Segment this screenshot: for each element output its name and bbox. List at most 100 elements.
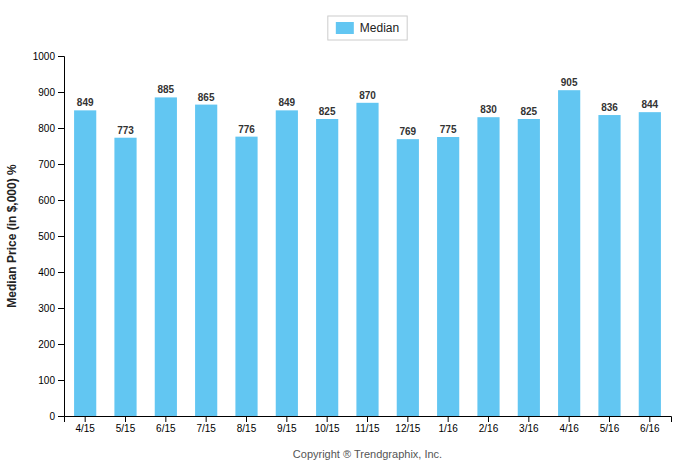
bar — [437, 137, 459, 416]
bar — [74, 110, 96, 416]
bar — [477, 117, 499, 416]
y-tick: 200 — [38, 339, 64, 350]
y-tick-mark — [58, 56, 64, 57]
x-tick-mark — [367, 416, 368, 422]
y-tick: 300 — [38, 303, 64, 314]
x-tick: 7/15 — [196, 416, 216, 434]
bar — [397, 139, 419, 416]
y-tick-label: 400 — [38, 267, 55, 278]
y-tick-label: 1000 — [33, 51, 56, 62]
x-tick: 6/15 — [156, 416, 176, 434]
x-tick-label: 5/16 — [600, 423, 620, 434]
bar — [276, 110, 298, 416]
data-label: 849 — [278, 97, 295, 108]
x-tick-label: 4/16 — [559, 423, 579, 434]
data-label: 773 — [117, 125, 134, 136]
bars — [74, 90, 661, 416]
data-label: 870 — [359, 90, 376, 101]
chart: 8497738858657768498258707697758308259058… — [0, 0, 695, 472]
x-tick-label: 11/15 — [355, 423, 380, 434]
legend-label: Median — [360, 21, 399, 35]
x-tick: 8/15 — [237, 416, 257, 434]
y-tick: 700 — [38, 159, 64, 170]
data-label: 905 — [561, 77, 578, 88]
x-tick: 4/16 — [559, 416, 579, 434]
bar — [316, 119, 338, 416]
x-tick-label: 8/15 — [237, 423, 257, 434]
bar — [235, 137, 257, 416]
data-labels: 8497738858657768498258707697758308259058… — [77, 77, 659, 137]
x-tick: 11/15 — [355, 416, 380, 434]
x-tick: 6/16 — [640, 416, 660, 434]
x-tick: 1/16 — [438, 416, 458, 434]
y-tick-mark — [58, 344, 64, 345]
x-tick: 10/15 — [315, 416, 340, 434]
x-tick-mark — [165, 416, 166, 422]
y-axis-line — [58, 57, 65, 417]
x-axis: 4/15 5/15 6/15 7/15 8/15 9/15 10/15 11/15 12/15 1… — [65, 416, 672, 434]
y-tick-mark — [58, 236, 64, 237]
data-label: 769 — [399, 126, 416, 137]
x-tick: 9/15 — [277, 416, 297, 434]
x-tick: 3/16 — [519, 416, 539, 434]
y-tick-label: 300 — [38, 303, 55, 314]
x-tick-label: 1/16 — [438, 423, 458, 434]
x-tick-mark — [206, 416, 207, 422]
x-tick-mark — [407, 416, 408, 422]
x-tick-mark — [609, 416, 610, 422]
y-tick-mark — [58, 380, 64, 381]
x-tick-mark — [649, 416, 650, 422]
y-tick: 900 — [38, 87, 64, 98]
y-tick-label: 700 — [38, 159, 55, 170]
y-tick: 0 — [49, 411, 64, 422]
x-tick: 5/15 — [116, 416, 136, 434]
data-label: 885 — [157, 84, 174, 95]
x-axis-title: Copyright ® Trendgraphix, Inc. — [293, 448, 442, 460]
x-tick-mark — [327, 416, 328, 422]
data-label: 865 — [198, 92, 215, 103]
x-tick-label: 6/15 — [156, 423, 176, 434]
data-label: 825 — [319, 106, 336, 117]
y-tick: 800 — [38, 123, 64, 134]
x-tick: 2/16 — [479, 416, 499, 434]
y-tick-label: 100 — [38, 375, 55, 386]
x-tick-mark — [246, 416, 247, 422]
bar — [598, 115, 620, 416]
y-tick: 600 — [38, 195, 64, 206]
legend: Median — [328, 16, 407, 40]
data-label: 844 — [641, 99, 658, 110]
x-tick: 5/16 — [600, 416, 620, 434]
bar — [114, 138, 136, 416]
x-tick-mark — [569, 416, 570, 422]
x-tick-label: 6/16 — [640, 423, 660, 434]
bar — [356, 103, 378, 416]
y-tick: 400 — [38, 267, 64, 278]
x-tick-label: 3/16 — [519, 423, 539, 434]
legend-item: Median — [336, 21, 399, 35]
y-axis-title: Median Price (in $,000) % — [5, 164, 19, 308]
x-tick-label: 5/15 — [116, 423, 136, 434]
y-tick-label: 800 — [38, 123, 55, 134]
bar — [155, 97, 177, 416]
legend-swatch — [336, 22, 354, 34]
y-tick-label: 600 — [38, 195, 55, 206]
y-tick-mark — [58, 308, 64, 309]
bar — [558, 90, 580, 416]
data-label: 836 — [601, 102, 618, 113]
x-tick-label: 7/15 — [196, 423, 216, 434]
x-tick-label: 9/15 — [277, 423, 297, 434]
x-tick-label: 4/15 — [75, 423, 95, 434]
y-tick-mark — [58, 272, 64, 273]
data-label: 849 — [77, 97, 94, 108]
y-tick-mark — [58, 92, 64, 93]
x-tick-mark — [286, 416, 287, 422]
y-tick-label: 900 — [38, 87, 55, 98]
y-tick: 1000 — [33, 51, 64, 62]
x-axis-line — [65, 417, 672, 423]
plot: 8497738858657768498258707697758308259058… — [33, 51, 672, 434]
x-tick: 12/15 — [395, 416, 420, 434]
y-tick: 500 — [38, 231, 64, 242]
y-axis: 0 100 200 300 400 500 600 700 800 900 1000 — [33, 51, 65, 422]
y-tick-mark — [58, 200, 64, 201]
legend-frame — [328, 16, 407, 40]
